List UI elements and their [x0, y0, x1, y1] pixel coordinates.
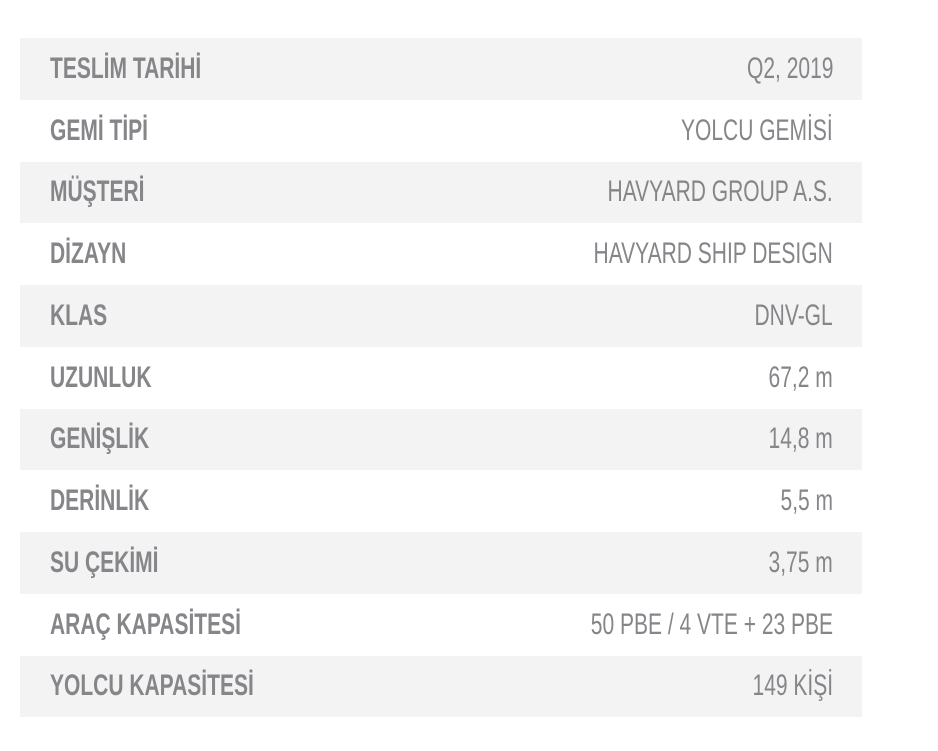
spec-row: MÜŞTERİ HAVYARD GROUP A.S.	[20, 161, 862, 224]
spec-row: KLAS DNV-GL	[20, 285, 862, 347]
spec-value: 149 KİŞİ	[752, 669, 833, 703]
spec-row: SU ÇEKİMİ 3,75 m	[20, 532, 862, 594]
spec-row: GEMİ TİPİ YOLCU GEMİSİ	[20, 100, 862, 162]
spec-value: 5,5 m	[780, 484, 833, 518]
spec-label: GENİŞLİK	[50, 422, 150, 456]
spec-label: TESLİM TARİHİ	[50, 51, 202, 85]
spec-label: MÜŞTERİ	[50, 175, 145, 209]
spec-row: YOLCU KAPASİTESİ 149 KİŞİ	[20, 655, 862, 718]
spec-label: DİZAYN	[50, 237, 127, 271]
spec-row: UZUNLUK 67,2 m	[20, 347, 862, 409]
spec-value: Q2, 2019	[746, 51, 833, 85]
spec-value: 67,2 m	[768, 360, 833, 394]
spec-label: DERİNLİK	[50, 484, 150, 518]
spec-row: GENİŞLİK 14,8 m	[20, 408, 862, 471]
spec-value: 3,75 m	[768, 545, 833, 579]
spec-label: UZUNLUK	[50, 360, 152, 394]
spec-label: YOLCU KAPASİTESİ	[50, 669, 254, 703]
spec-label: KLAS	[50, 298, 108, 332]
spec-row: TESLİM TARİHİ Q2, 2019	[20, 38, 862, 100]
spec-label: GEMİ TİPİ	[50, 113, 149, 147]
spec-row: DİZAYN HAVYARD SHIP DESIGN	[20, 223, 862, 285]
spec-label: SU ÇEKİMİ	[50, 545, 159, 579]
spec-value: DNV-GL	[754, 298, 833, 332]
spec-label: ARAÇ KAPASİTESİ	[50, 607, 241, 641]
spec-value: YOLCU GEMİSİ	[681, 113, 833, 147]
specs-table: TESLİM TARİHİ Q2, 2019 GEMİ TİPİ YOLCU GEMİ…	[20, 38, 862, 718]
spec-value: 14,8 m	[768, 422, 833, 456]
spec-row: ARAÇ KAPASİTESİ 50 PBE / 4 VTE + 23 PBE	[20, 594, 862, 656]
spec-value: HAVYARD GROUP A.S.	[607, 175, 833, 209]
spec-value: HAVYARD SHIP DESIGN	[593, 237, 833, 271]
spec-value: 50 PBE / 4 VTE + 23 PBE	[590, 607, 833, 641]
spec-row: DERİNLİK 5,5 m	[20, 470, 862, 532]
